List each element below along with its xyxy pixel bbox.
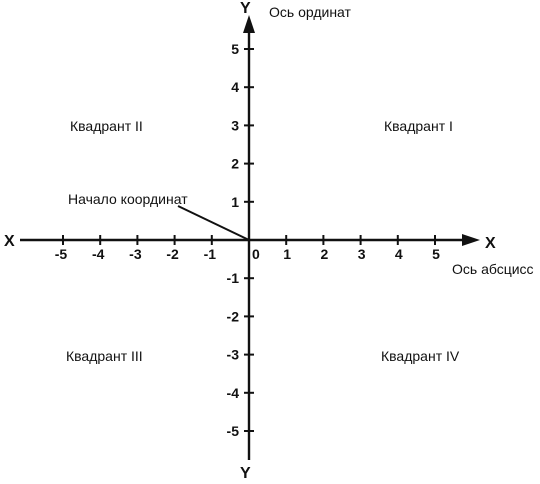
x-tick-label: -5 <box>55 246 68 262</box>
x-tick-label: -1 <box>204 246 217 262</box>
y-tick-label: 3 <box>231 117 239 133</box>
y-axis-letter-bottom: Y <box>240 465 251 482</box>
quadrant-1-label: Квадрант I <box>384 118 453 134</box>
y-axis-arrowhead <box>243 15 255 33</box>
y-tick-label: 1 <box>231 194 239 210</box>
y-axis-ticks: 5 4 3 2 1 -1 -2 -3 -4 -5 <box>227 41 254 439</box>
x-tick-label: 3 <box>358 246 366 262</box>
x-tick-label: -2 <box>166 246 179 262</box>
x-axis-letter-right: X <box>485 235 496 252</box>
x-axis-ticks: -5 -4 -3 -2 -1 1 2 3 4 5 <box>55 235 440 262</box>
x-axis-name: Ось абсцисс <box>452 261 534 277</box>
y-axis-letter-top: Y <box>240 0 251 17</box>
x-axis-arrowhead <box>462 234 480 246</box>
y-tick-label: 5 <box>231 41 239 57</box>
quadrant-4-label: Квадрант IV <box>381 348 460 364</box>
y-axis-name: Ось ординат <box>269 4 352 20</box>
origin-label: Начало координат <box>68 191 188 207</box>
quadrant-2-label: Квадрант II <box>70 118 143 134</box>
origin-pointer-line <box>177 205 250 241</box>
x-tick-label: 1 <box>283 246 291 262</box>
x-tick-label: 2 <box>321 246 329 262</box>
y-tick-label: -3 <box>227 347 240 363</box>
x-axis-letter-left: X <box>4 233 15 250</box>
x-tick-label: -3 <box>129 246 142 262</box>
y-tick-label: -4 <box>227 385 240 401</box>
y-tick-label: -1 <box>227 270 240 286</box>
y-tick-label: -5 <box>227 423 240 439</box>
y-tick-label: -2 <box>227 308 240 324</box>
x-tick-label: 4 <box>395 246 403 262</box>
x-tick-label: -4 <box>92 246 105 262</box>
origin-zero-label: 0 <box>252 246 260 262</box>
quadrant-3-label: Квадрант III <box>66 348 143 364</box>
y-tick-label: 4 <box>231 79 239 95</box>
x-tick-label: 5 <box>432 246 440 262</box>
y-tick-label: 2 <box>231 156 239 172</box>
